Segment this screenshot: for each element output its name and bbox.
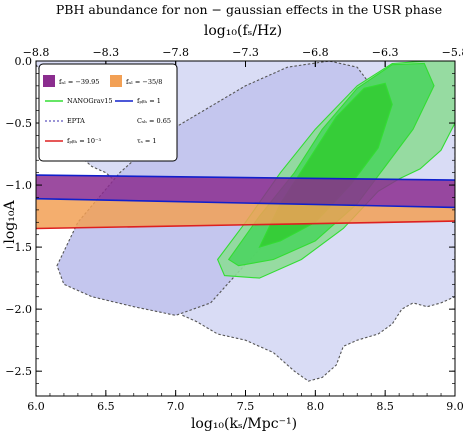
y-axis-label: log₁₀A	[2, 200, 18, 244]
top-tick-label: −7.3	[232, 46, 259, 59]
y-tick-label: −2.5	[5, 365, 32, 378]
chart-title: PBH abundance for non − gaussian effects…	[56, 2, 442, 17]
top-axis-label: log₁₀(fₛ/Hz)	[204, 23, 282, 39]
legend-line-label: EPTA	[67, 117, 85, 125]
band-series-1	[36, 198, 455, 229]
y-tick-label: 0.0	[15, 55, 33, 68]
top-tick-label: −7.8	[162, 46, 189, 59]
top-tick-label: −6.3	[372, 46, 399, 59]
legend-swatch-label: fₙₗ = −35/8	[126, 78, 162, 86]
line-series-3	[36, 197, 455, 209]
legend-swatch-label: fₙₗ = −39.95	[59, 78, 99, 86]
x-tick-label: 6.5	[97, 400, 115, 413]
x-tick-label: 7.0	[167, 400, 185, 413]
legend-line-label: τₛ = 1	[137, 137, 157, 145]
y-tick-label: −1.0	[5, 179, 32, 192]
x-tick-label: 7.5	[237, 400, 255, 413]
legend-line-label: fₚᵦₕ = 1	[137, 97, 161, 105]
y-tick-label: −0.5	[5, 117, 32, 130]
legend-line-label: Cₛₕ = 0.65	[137, 117, 171, 125]
legend-swatch	[43, 75, 55, 87]
y-tick-label: −1.5	[5, 241, 32, 254]
legend-line-label: NANOGrav15	[67, 97, 113, 105]
x-tick-label: 9.0	[446, 400, 463, 413]
x-tick-label: 8.0	[307, 400, 325, 413]
band-series-0	[36, 175, 455, 208]
legend: fₙₗ = −39.95 fₙₗ = −35/8 NANOGrav15 fₚᵦₕ = …	[38, 63, 178, 162]
y-tick-label: −2.0	[5, 303, 32, 316]
top-tick-label: −6.8	[302, 46, 329, 59]
top-tick-label: −8.8	[23, 46, 50, 59]
line-series-2	[36, 174, 455, 181]
x-axis-label: log₁₀(kₛ/Mpc⁻¹)	[191, 416, 297, 432]
x-tick-label: 8.5	[376, 400, 394, 413]
top-tick-label: −5.8	[442, 46, 463, 59]
line-series-4	[36, 220, 455, 230]
top-tick-label: −8.3	[92, 46, 119, 59]
legend-swatch	[110, 75, 122, 87]
legend-line-label: fₚᵦₕ = 10⁻³	[67, 137, 101, 145]
x-tick-label: 6.0	[27, 400, 45, 413]
legend-box	[38, 63, 178, 162]
